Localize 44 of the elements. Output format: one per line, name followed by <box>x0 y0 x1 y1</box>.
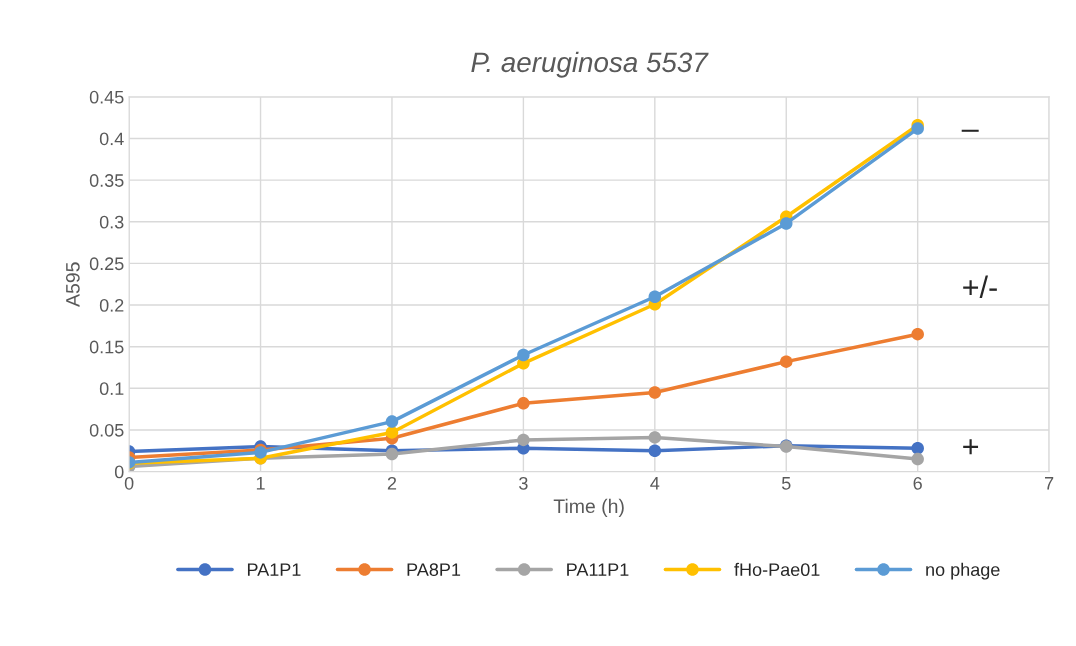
point <box>517 397 530 410</box>
y-tick-label: 0.2 <box>99 298 124 312</box>
x-tick-label: 1 <box>256 477 265 490</box>
x-tick-label: 2 <box>387 476 397 490</box>
legend-label: PA8P1 <box>407 563 461 577</box>
x-axis-title: Time (h) <box>553 498 624 517</box>
point <box>648 290 662 303</box>
x-tick-label: 4 <box>650 477 660 490</box>
x-tick-label: 6 <box>913 476 922 490</box>
point <box>385 415 399 428</box>
y-tick-label: 0.15 <box>89 340 124 354</box>
x-tick-label: 7 <box>1045 477 1054 490</box>
legend-label: no phage <box>926 562 1000 580</box>
x-tick-label: 3 <box>519 476 528 490</box>
point <box>517 348 530 362</box>
y-tick-label: 0.25 <box>89 257 124 271</box>
point <box>648 431 662 444</box>
point <box>911 327 924 341</box>
point <box>780 217 793 230</box>
y-tick-label: 0.45 <box>89 90 124 104</box>
y-tick-label: 0.1 <box>99 382 124 396</box>
legend-label: PA11P1 <box>567 563 629 576</box>
y-axis-title: A595 <box>65 262 80 307</box>
point <box>911 442 924 455</box>
chart-title: P. aeruginosa 5537 <box>471 51 709 78</box>
y-tick-label: 0.05 <box>89 423 124 437</box>
y-tick-label: 0.4 <box>99 132 124 146</box>
y-tick-label: 0 <box>114 465 124 479</box>
y-tick-label: 0.3 <box>99 215 124 229</box>
point <box>648 386 662 399</box>
y-tick-label: 0.35 <box>89 174 124 187</box>
point <box>780 355 793 368</box>
point <box>648 444 662 458</box>
point <box>385 426 399 439</box>
annotation: +/- <box>963 275 997 299</box>
x-tick-label: 5 <box>781 477 791 490</box>
legend-label: fHo-Pae01 <box>734 562 820 577</box>
x-tick-label: 0 <box>124 476 134 490</box>
legend-label: PA1P1 <box>247 563 301 576</box>
point <box>517 433 530 447</box>
point <box>911 452 924 466</box>
annotation: – <box>961 129 979 132</box>
annotation: + <box>963 439 979 455</box>
point <box>911 122 924 135</box>
